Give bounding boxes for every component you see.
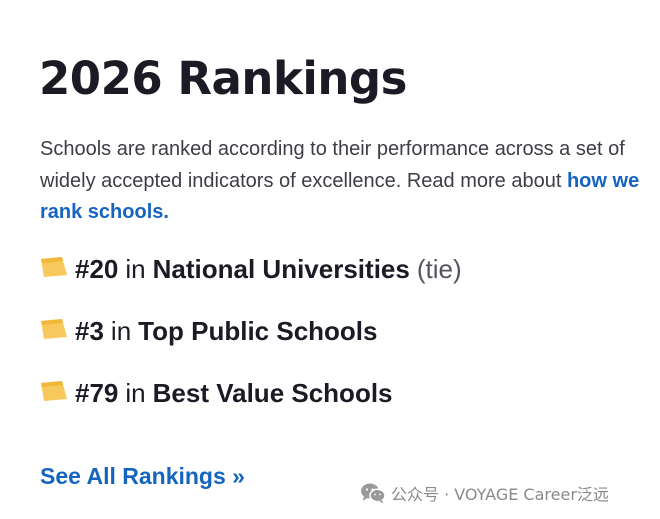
rank-connector: in <box>110 315 132 346</box>
rank-connector: in <box>125 377 146 408</box>
see-all-rankings-link[interactable]: See All Rankings » <box>40 463 245 489</box>
watermark-text: 公众号 · VOYAGE Career泛远 <box>391 485 609 504</box>
ranking-list-link-national-universities[interactable]: National Universities <box>152 253 410 284</box>
page-title: 2026 Rankings <box>39 52 407 105</box>
wechat-icon <box>361 483 386 504</box>
ranking-item-top-public-schools: #3 in Top Public Schools <box>40 314 377 348</box>
intro-text: Schools are ranked according to their pe… <box>40 138 625 192</box>
rank-flag-icon <box>41 319 67 339</box>
ranking-list-link-top-public-schools[interactable]: Top Public Schools <box>138 315 378 346</box>
watermark: 公众号 · VOYAGE Career泛远 <box>360 481 609 505</box>
ranking-item-best-value-schools: #79 in Best Value Schools <box>40 376 393 410</box>
rank-flag-icon <box>41 381 67 401</box>
ranking-list-link-best-value-schools[interactable]: Best Value Schools <box>152 377 393 408</box>
intro-paragraph: Schools are ranked according to their pe… <box>40 134 640 229</box>
rank-connector: in <box>125 253 146 284</box>
how-we-rank-link[interactable]: how we rank schools. <box>40 169 640 224</box>
rank-number: #20 <box>75 253 119 284</box>
rank-number: #3 <box>75 315 104 346</box>
rank-tie-note: (tie) <box>416 253 462 284</box>
rank-number: #79 <box>75 377 119 408</box>
rank-flag-icon <box>41 257 67 277</box>
ranking-item-national-universities: #20 in National Universities (tie) <box>40 252 462 286</box>
